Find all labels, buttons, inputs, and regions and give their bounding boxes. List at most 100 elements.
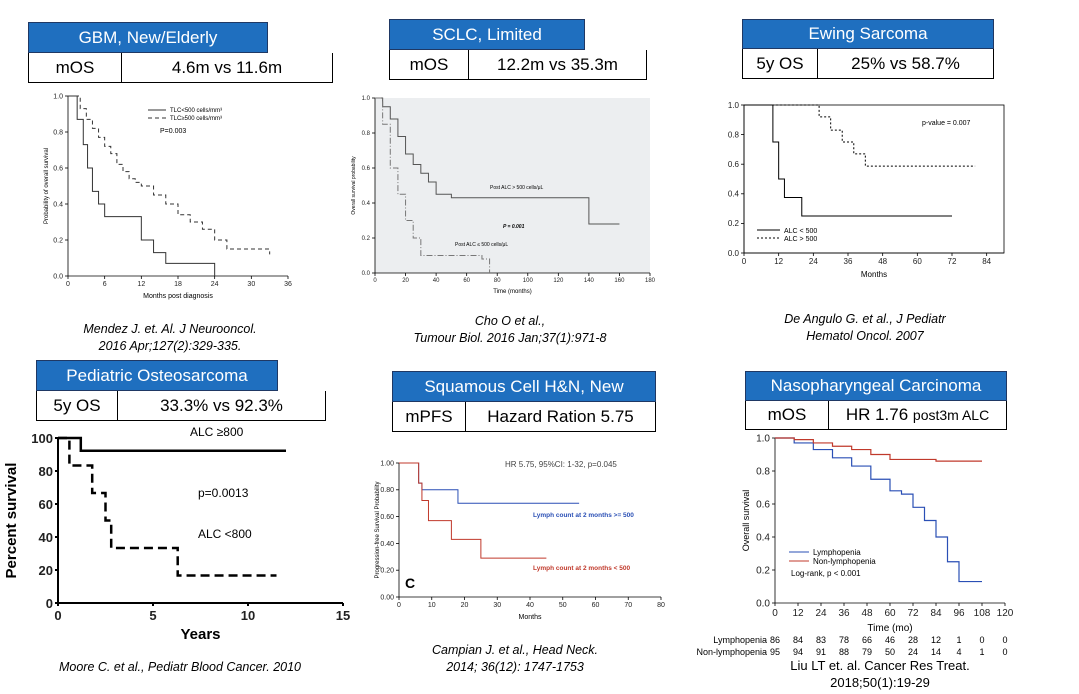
citation-osteo: Moore C. et al., Pediatr Blood Cancer. 2…: [15, 659, 345, 676]
y-tick-label: 0.20: [380, 568, 394, 575]
y-tick-label: 20: [39, 563, 53, 578]
risk-table-value: 91: [816, 647, 826, 657]
risk-table-value: 86: [770, 635, 780, 645]
risk-table-value: 1: [979, 647, 984, 657]
x-tick-label: 70: [624, 602, 632, 609]
panel-metric-hn: mPFS Hazard Ration 5.75: [392, 402, 656, 432]
legend-label: Lymphopenia: [813, 548, 861, 557]
risk-table-value: 1: [956, 635, 961, 645]
series-line-1: [399, 462, 547, 559]
y-tick-label: 80: [39, 464, 53, 479]
x-tick-label: 60: [463, 278, 470, 284]
metric-value-suffix: post3m ALC: [912, 407, 990, 423]
metric-label: 5y OS: [37, 391, 118, 420]
x-tick-label: 15: [336, 608, 350, 623]
y-axis-label: Overall survival: [741, 490, 751, 552]
risk-table-value: 83: [816, 635, 826, 645]
y-tick-label: 0.2: [362, 236, 371, 242]
panel-metric-osteo: 5y OS 33.3% vs 92.3%: [36, 391, 326, 421]
y-tick-label: 0.4: [362, 201, 371, 207]
citation-hn: Campian J. et al., Head Neck. 2014; 36(1…: [385, 642, 645, 676]
x-tick-label: 24: [211, 281, 219, 288]
metric-value: 4.6m vs 11.6m: [171, 57, 283, 77]
series-line-0: [744, 104, 952, 217]
citation-npc: Liu LT et. al. Cancer Res Treat. 2018;50…: [770, 657, 990, 691]
x-tick-label: 0: [54, 608, 61, 623]
x-tick-label: 36: [838, 608, 850, 619]
risk-table-value: 28: [908, 635, 918, 645]
x-tick-label: 0: [66, 281, 70, 288]
risk-table-value: 50: [885, 647, 895, 657]
x-tick-label: 180: [645, 278, 656, 284]
series-line-1: [375, 97, 491, 273]
risk-table-value: 84: [793, 635, 803, 645]
x-tick-label: 84: [930, 608, 942, 619]
panel-metric-npc: mOS HR 1.76 post3m ALC: [745, 401, 1007, 430]
x-tick-label: 108: [974, 608, 991, 619]
risk-table-value: 0: [979, 635, 984, 645]
series-label: Post ALC > 500 cells/μL: [490, 185, 544, 191]
legend-label: TLC<500 cells/mm³: [170, 108, 222, 114]
plot-frame: [743, 104, 1005, 254]
y-tick-label: 0.60: [380, 514, 394, 521]
metric-value: 12.2m vs 35.3m: [497, 54, 618, 74]
y-tick-label: 0.6: [728, 160, 740, 169]
citation-line: De Angulo G. et al., J Pediatr: [784, 312, 946, 326]
x-tick-label: 60: [884, 608, 896, 619]
x-tick-label: 20: [461, 602, 469, 609]
series-label: Post ALC ≤ 500 cells/μL: [455, 242, 508, 248]
risk-table-value: 79: [862, 647, 872, 657]
y-axis-label: Overall survival probability: [351, 156, 357, 215]
x-tick-label: 48: [878, 257, 887, 266]
series-line-1: [68, 95, 271, 255]
series-line-1: [775, 437, 982, 462]
x-axis-label: Time (months): [493, 289, 531, 295]
risk-table-value: 95: [770, 647, 780, 657]
series-line-0: [375, 97, 620, 225]
citation-line: Hematol Oncol. 2007: [806, 329, 924, 343]
y-tick-label: 0.0: [53, 273, 63, 280]
metric-value: Hazard Ration 5.75: [487, 406, 634, 426]
metric-value: 33.3% vs 92.3%: [160, 395, 283, 415]
risk-table-value: 12: [931, 635, 941, 645]
y-tick-label: 100: [31, 431, 53, 446]
x-tick-label: 160: [614, 278, 625, 284]
panel-title-ewing: Ewing Sarcoma: [742, 19, 994, 49]
risk-table-value: 46: [885, 635, 895, 645]
y-tick-label: 0.8: [728, 130, 740, 139]
x-tick-label: 18: [174, 281, 182, 288]
chart-gbm: 0 6 12 18 24 30 36 0.0 0.2 0.4 0.6 0.8 1.0 Months pos…: [44, 93, 292, 300]
y-tick-label: 40: [39, 530, 53, 545]
x-axis-label: Months: [861, 270, 887, 279]
y-tick-label: 0.4: [756, 533, 770, 544]
series-line-1: [58, 436, 277, 577]
x-tick-label: 0: [373, 278, 377, 284]
y-tick-label: 0.80: [380, 487, 394, 494]
x-tick-label: 0: [772, 608, 778, 619]
x-tick-label: 48: [861, 608, 873, 619]
citation-line: Liu LT et. al. Cancer Res Treat.: [790, 658, 970, 673]
panel-title-hn: Squamous Cell H&N, New: [392, 371, 656, 402]
risk-table-label: Lymphopenia: [713, 635, 767, 645]
p-value: P=0.003: [160, 128, 186, 135]
series-line-0: [68, 95, 216, 276]
p-value: p=0.0013: [198, 486, 249, 500]
x-axis-label: Years: [180, 626, 220, 643]
y-tick-label: 1.0: [53, 93, 63, 100]
citation-line: Cho O et al.,: [474, 314, 546, 328]
citation-ewing: De Angulo G. et al., J Pediatr Hematol O…: [750, 311, 980, 345]
citation-line: 2016 Apr;127(2):329-335.: [98, 339, 242, 353]
x-tick-label: 60: [913, 257, 922, 266]
y-tick-label: 0.8: [756, 467, 770, 478]
series-line-0: [775, 437, 982, 583]
metric-value-main: HR 1.76: [845, 405, 909, 424]
x-tick-label: 6: [103, 281, 107, 288]
risk-table-value: 0: [1002, 647, 1007, 657]
risk-table-value: 14: [931, 647, 941, 657]
legend-label: ALC > 500: [784, 236, 817, 243]
y-tick-label: 1.0: [728, 101, 740, 110]
p-value: p-value = 0.007: [922, 120, 971, 127]
y-tick-label: 60: [39, 497, 53, 512]
risk-table-value: 94: [793, 647, 803, 657]
metric-label: mOS: [390, 50, 469, 79]
